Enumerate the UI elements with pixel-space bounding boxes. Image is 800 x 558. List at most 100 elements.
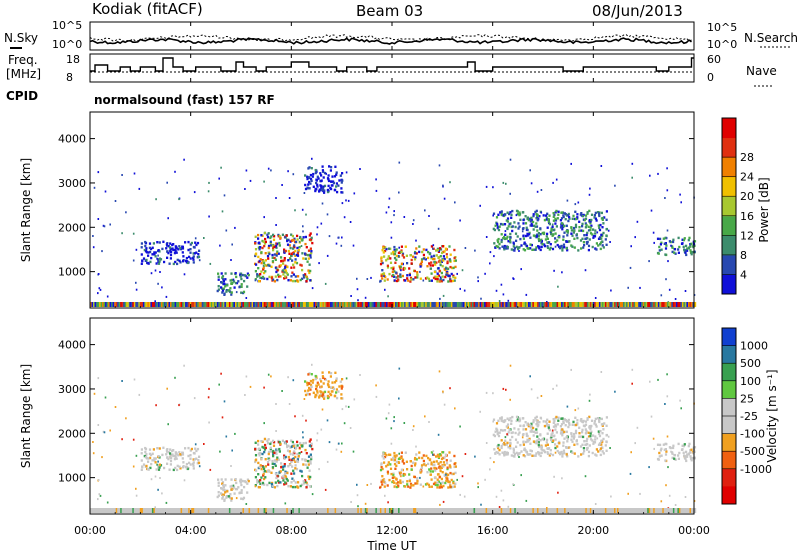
echo-cell (385, 247, 388, 251)
echo-cell (224, 285, 227, 288)
echo-cell (657, 302, 660, 307)
echo-cell (448, 274, 451, 278)
echo-cell (299, 302, 303, 307)
echo-cell (281, 302, 284, 307)
echo-cell (530, 388, 533, 391)
echo-cell (332, 386, 335, 389)
echo-cell (572, 437, 575, 440)
echo-cell (133, 378, 136, 381)
echo-cell (170, 302, 173, 307)
echo-cell (630, 302, 633, 307)
echo-cell (272, 453, 275, 456)
echo-cell (287, 279, 290, 282)
echo-cell (418, 250, 421, 254)
echo-cell (497, 431, 500, 435)
echo-cell (534, 248, 537, 251)
echo-cell (323, 390, 327, 394)
echo-cell (166, 256, 169, 259)
echo-cell (179, 453, 182, 456)
echo-cell (98, 287, 101, 290)
echo-cell (424, 258, 427, 261)
echo-cell (327, 390, 330, 394)
echo-cell (301, 508, 304, 513)
echo-cell (316, 185, 319, 188)
echo-cell (561, 249, 564, 252)
colorbar-segment (722, 416, 736, 435)
echo-cell (224, 478, 227, 481)
echo-cell (430, 255, 433, 258)
echo-cell (439, 482, 442, 485)
echo-cell (112, 302, 115, 307)
echo-cell (177, 248, 180, 251)
echo-cell (376, 302, 380, 307)
echo-cell (536, 435, 539, 438)
echo-cell (278, 302, 281, 307)
echo-cell (236, 302, 239, 307)
echo-cell (141, 508, 144, 513)
echo-cell (276, 484, 279, 488)
echo-cell (666, 508, 669, 513)
echo-cell (366, 278, 369, 280)
echo-cell (551, 453, 555, 457)
echo-cell (518, 250, 520, 252)
echo-cell (442, 390, 444, 393)
echo-cell (375, 302, 378, 307)
echo-cell (506, 227, 508, 230)
echo-cell (682, 444, 686, 448)
echo-cell (487, 302, 490, 307)
echo-cell (567, 240, 570, 243)
echo-cell (326, 190, 330, 194)
echo-cell (141, 259, 144, 263)
echo-cell (264, 476, 267, 479)
echo-cell (187, 248, 190, 252)
echo-cell (506, 451, 509, 455)
echo-cell (386, 463, 389, 467)
echo-cell (148, 246, 151, 250)
echo-cell (562, 302, 565, 307)
echo-cell (389, 467, 393, 470)
echo-cell (191, 302, 194, 307)
echo-cell (351, 302, 354, 307)
echo-cell (510, 225, 513, 229)
echo-cell (554, 443, 557, 446)
echo-cell (245, 302, 248, 307)
echo-cell (577, 455, 580, 458)
echo-cell (677, 454, 680, 457)
echo-cell (515, 508, 518, 513)
echo-cell (375, 178, 377, 181)
echo-cell (285, 440, 288, 443)
echo-cell (291, 234, 294, 238)
echo-cell (671, 302, 674, 307)
echo-cell (559, 425, 562, 428)
echo-cell (437, 473, 440, 476)
echo-cell (169, 454, 172, 457)
echo-cell (564, 508, 567, 513)
echo-cell (432, 302, 435, 307)
echo-cell (557, 285, 559, 288)
echo-cell (536, 214, 539, 217)
echo-cell (512, 451, 515, 454)
echo-cell (165, 508, 168, 513)
echo-cell (558, 245, 561, 248)
echo-cell (585, 508, 588, 513)
echo-cell (195, 457, 198, 460)
echo-cell (590, 224, 593, 227)
echo-cell (398, 246, 400, 249)
echo-cell (335, 182, 338, 185)
echo-cell (475, 302, 478, 307)
echo-cell (520, 302, 523, 307)
echo-cell (694, 508, 697, 513)
echo-cell (186, 467, 189, 471)
echo-cell (521, 230, 524, 233)
echo-cell (294, 261, 297, 264)
echo-cell (541, 437, 544, 441)
echo-cell (335, 185, 338, 188)
echo-cell (285, 477, 288, 481)
echo-cell (158, 260, 161, 263)
echo-cell (517, 453, 520, 457)
echo-cell (651, 508, 654, 513)
echo-cell (536, 219, 539, 222)
echo-cell (206, 508, 209, 513)
echo-cell (109, 429, 111, 432)
echo-cell (689, 249, 692, 252)
